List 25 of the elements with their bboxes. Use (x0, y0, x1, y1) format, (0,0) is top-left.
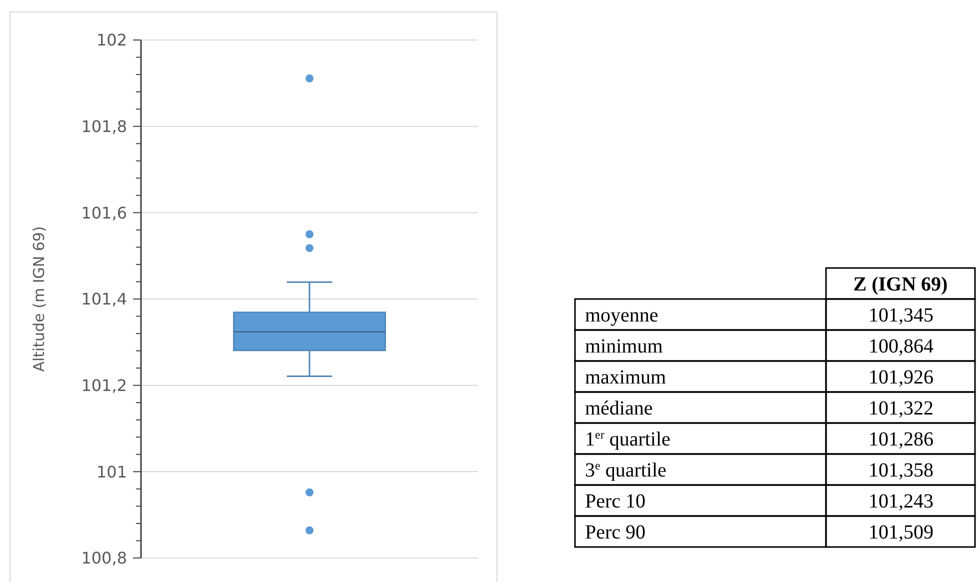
category-label: maximum (585, 366, 667, 388)
text: 101,322 (868, 398, 934, 420)
y-tick-label: 101,2 (81, 376, 127, 395)
category-label: Perc 90 (585, 522, 646, 544)
y-tick-label: 102 (96, 30, 127, 50)
y-tick-label: 101 (96, 462, 127, 482)
category-label: 1$^{er}$ quartile (585, 428, 671, 450)
y-tick-label: 100,8 (81, 548, 127, 568)
category-label: minimum (585, 336, 664, 358)
category-label: Perc 10 (585, 490, 646, 512)
text: 101,509 (868, 522, 934, 544)
y-tick-label: 101,6 (81, 203, 127, 222)
text: 101,243 (868, 490, 934, 512)
y-axis-title: Altitude (m IGN 69) (30, 226, 48, 372)
category-label: moyenne (585, 304, 658, 326)
text: Z (IGN 69) (853, 274, 948, 296)
category-label: 3$^{e}$ quartile (585, 458, 667, 482)
text: 101,286 (868, 428, 934, 450)
text: 101,345 (868, 304, 934, 326)
y-tick-label: 101,8 (81, 116, 127, 136)
category-label: médiane (585, 398, 653, 420)
y-tick-label: 101,4 (81, 290, 127, 309)
text: 100,864 (868, 336, 934, 358)
text: 101,358 (868, 460, 934, 482)
text: 101,926 (868, 366, 934, 388)
